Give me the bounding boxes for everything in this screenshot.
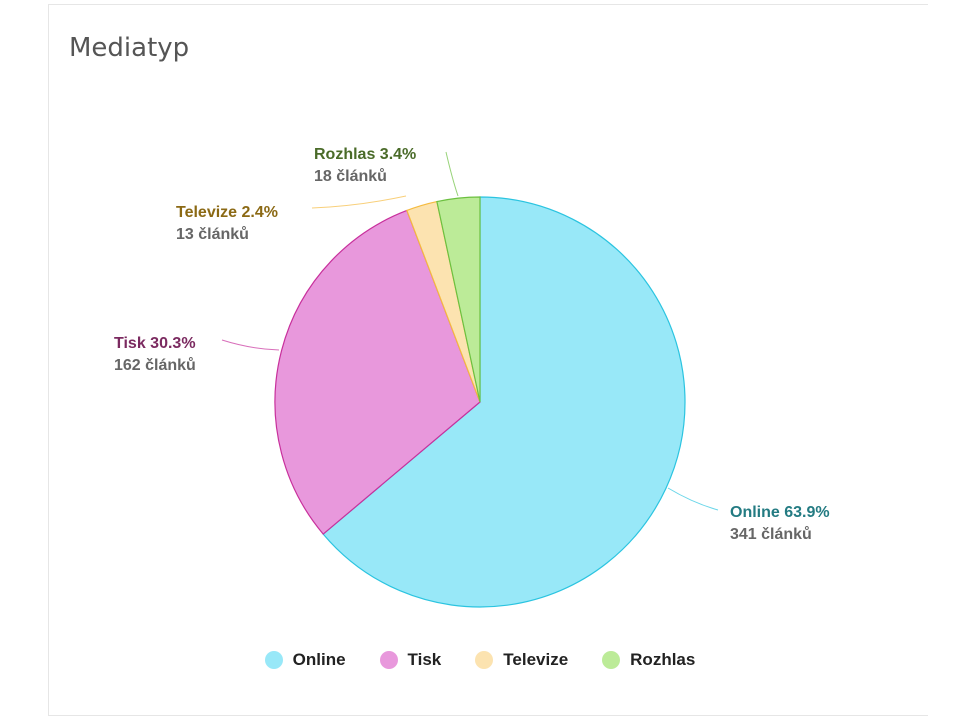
legend-marker-icon <box>602 651 620 669</box>
legend-label: Tisk <box>408 650 442 670</box>
leader-line-tisk <box>222 340 279 350</box>
data-label-online: Online 63.9% <box>730 504 830 521</box>
leader-line-rozhlas <box>446 152 458 196</box>
data-label-rozhlas: Rozhlas 3.4% <box>314 146 416 163</box>
chart-legend: Online Tisk Televize Rozhlas <box>0 650 960 670</box>
legend-item-tisk[interactable]: Tisk <box>380 650 442 670</box>
count-label-rozhlas: 18 článků <box>314 168 387 185</box>
legend-label: Rozhlas <box>630 650 695 670</box>
legend-item-televize[interactable]: Televize <box>475 650 568 670</box>
count-label-tisk: 162 článků <box>114 357 196 374</box>
leader-line-online <box>668 488 718 510</box>
count-label-televize: 13 článků <box>176 226 249 243</box>
data-label-tisk: Tisk 30.3% <box>114 335 196 352</box>
leader-line-televize <box>312 196 406 208</box>
legend-marker-icon <box>265 651 283 669</box>
legend-marker-icon <box>380 651 398 669</box>
legend-marker-icon <box>475 651 493 669</box>
legend-item-rozhlas[interactable]: Rozhlas <box>602 650 695 670</box>
legend-label: Online <box>293 650 346 670</box>
legend-label: Televize <box>503 650 568 670</box>
count-label-online: 341 článků <box>730 526 812 543</box>
legend-item-online[interactable]: Online <box>265 650 346 670</box>
data-label-televize: Televize 2.4% <box>176 204 278 221</box>
